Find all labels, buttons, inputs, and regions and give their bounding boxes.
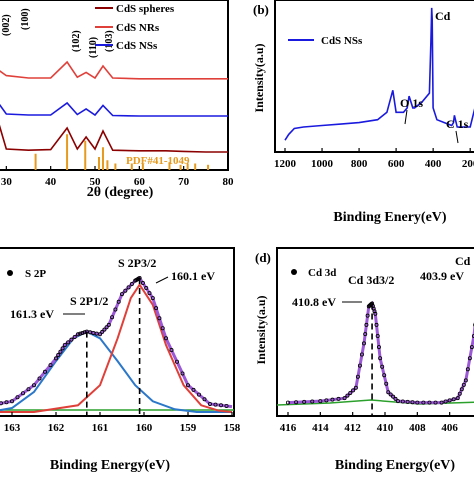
panel-a-lines bbox=[0, 46, 228, 152]
peak-label-100: (100) bbox=[20, 8, 31, 30]
panel-d-tick-label-408: 408 bbox=[409, 422, 426, 434]
panel-a: (002) (100) (102) (110) (103) CdS sphere… bbox=[0, 0, 234, 200]
panel-d-peak1-label: Cd 3d3/2 bbox=[348, 273, 394, 287]
panel-d-tick-label-406: 406 bbox=[441, 422, 458, 434]
panel-b-peak-o1s: O 1s bbox=[400, 96, 423, 110]
panel-c-tick-label-160: 160 bbox=[136, 422, 153, 434]
panel-d-peak2-label: Cd bbox=[455, 254, 471, 268]
panel-d: (d) Intensity(a.u) Cd 3d Cd 403.9 eV Cd … bbox=[254, 248, 474, 473]
panel-b-xlabel: Binding Enery(eV) bbox=[333, 210, 447, 225]
panel-d-tick-label-416: 416 bbox=[280, 422, 297, 434]
panel-b-tick-label-1000: 1000 bbox=[311, 158, 334, 170]
peak-label-002: (002) bbox=[1, 14, 12, 36]
panel-b-peak-c1s: C 1s bbox=[446, 117, 469, 131]
panel-b-arrow-o1s bbox=[405, 110, 407, 124]
panel-a-tick-label-30: 30 bbox=[1, 176, 13, 188]
panel-b-legend-label: CdS NSs bbox=[321, 35, 363, 47]
panel-b-arrow-c1s bbox=[456, 131, 458, 143]
panel-c-tick-label-162: 162 bbox=[48, 422, 65, 434]
panel-c-tick-label-163: 163 bbox=[4, 422, 21, 434]
panel-c-legend-marker bbox=[7, 270, 13, 276]
peak-label-102: (102) bbox=[71, 30, 82, 52]
panel-a-legend: CdS spheres CdS NRs CdS NSs bbox=[95, 3, 175, 52]
series-line-cds-nss bbox=[0, 83, 228, 116]
panel-a-tick-label-80: 80 bbox=[223, 176, 235, 188]
legend-label-nrs: CdS NRs bbox=[116, 22, 160, 34]
panel-d-legend-label: Cd 3d bbox=[308, 267, 336, 279]
panel-b-tick-label-400: 400 bbox=[425, 158, 442, 170]
pdf-label: PDF#41-1049 bbox=[126, 155, 190, 167]
panel-c-tick-label-161: 161 bbox=[92, 422, 109, 434]
panel-d-peak1-val: 410.8 eV bbox=[292, 295, 336, 309]
panel-d-xlabel: Binding Energy(eV) bbox=[335, 458, 456, 473]
panel-a-tick-label-70: 70 bbox=[178, 176, 190, 188]
panel-c: S 2P S 2P3/2 160.1 eV S 2P1/2 161.3 eV 1… bbox=[0, 248, 241, 473]
panel-b-ylabel: Intensity(a.u) bbox=[252, 43, 266, 112]
panel-b-tick-label-1200: 1200 bbox=[274, 158, 297, 170]
panel-c-tick-label-158: 158 bbox=[224, 422, 241, 434]
panel-a-axes bbox=[0, 0, 228, 170]
panel-d-tick-label-414: 414 bbox=[312, 422, 329, 434]
panel-c-legend-label: S 2P bbox=[25, 268, 46, 280]
panel-d-lines bbox=[277, 269, 474, 416]
panel-c-peak1-label: S 2P1/2 bbox=[70, 294, 108, 308]
series-line-cd3d bbox=[288, 269, 474, 402]
panel-c-tick-label-159: 159 bbox=[180, 422, 197, 434]
panel-b-tag: (b) bbox=[253, 2, 269, 17]
panel-d-tick-label-412: 412 bbox=[344, 422, 361, 434]
panel-c-peak1-val: 161.3 eV bbox=[10, 307, 54, 321]
peak-label-110: (110) bbox=[88, 37, 99, 58]
panel-d-tick-label-410: 410 bbox=[377, 422, 394, 434]
panel-d-ylabel: Intensity(a.u) bbox=[254, 295, 268, 364]
panel-a-tick-label-40: 40 bbox=[45, 176, 57, 188]
panel-c-peak2-label: S 2P3/2 bbox=[118, 256, 156, 270]
panel-b-tick-label-200: 200 bbox=[462, 158, 474, 170]
legend-label-spheres: CdS spheres bbox=[116, 3, 175, 15]
panel-d-tag: (d) bbox=[255, 250, 271, 265]
panel-a-peak-labels: (002) (100) (102) (110) (103) bbox=[1, 8, 115, 58]
peak-label-103: (103) bbox=[104, 30, 115, 52]
panel-b: (b) Intensity(a.u) CdS NSs Cd O 1s C 1s … bbox=[252, 0, 474, 225]
panel-d-peak2-val: 403.9 eV bbox=[420, 269, 464, 283]
panel-c-xlabel: Binding Energy(eV) bbox=[50, 458, 171, 473]
panel-c-arrow-peak2 bbox=[156, 277, 168, 283]
panel-c-peak2-val: 160.1 eV bbox=[171, 269, 215, 283]
series-line-cds-spheres bbox=[0, 98, 228, 152]
panel-b-tick-label-600: 600 bbox=[388, 158, 405, 170]
legend-label-nss: CdS NSs bbox=[116, 40, 158, 52]
panel-b-tick-label-800: 800 bbox=[351, 158, 368, 170]
panel-d-legend-marker bbox=[291, 269, 297, 275]
panel-a-xlabel: 2θ (degree) bbox=[87, 185, 154, 200]
panel-b-peak-cd: Cd bbox=[435, 9, 451, 23]
panel-c-lines bbox=[0, 276, 234, 416]
